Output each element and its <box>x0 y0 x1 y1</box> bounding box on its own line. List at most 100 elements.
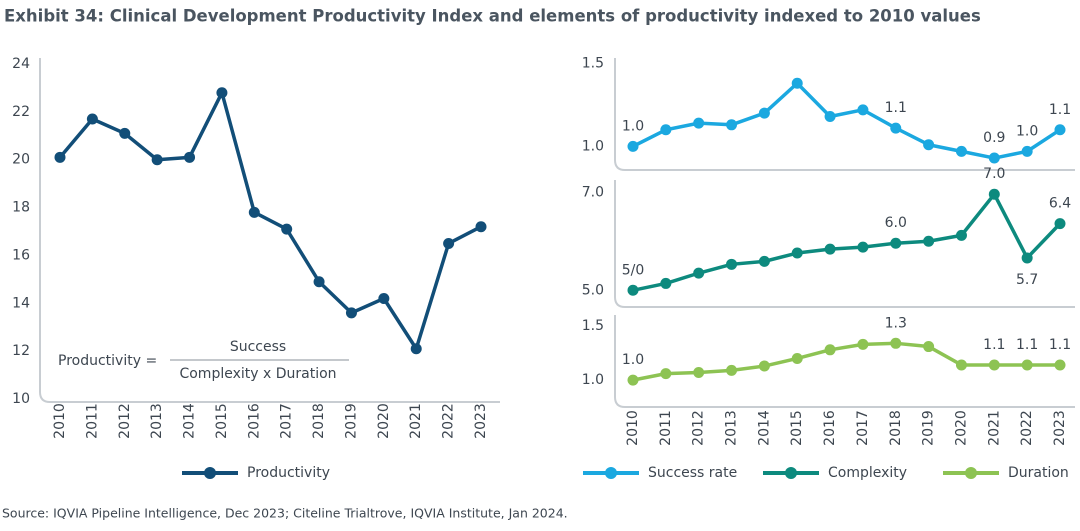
data-label: 7.0 <box>983 166 1005 182</box>
data-point <box>660 277 672 289</box>
data-label: 1.1 <box>1049 337 1071 353</box>
data-point <box>86 113 98 125</box>
x-tick-label: 2023 <box>473 403 489 439</box>
y-tick-label: 18 <box>12 200 30 216</box>
data-point <box>955 145 967 157</box>
x-tick-label: 2013 <box>724 410 740 446</box>
data-point <box>988 359 1000 371</box>
data-point <box>923 341 935 353</box>
x-tick-label: 2023 <box>1052 410 1068 446</box>
legend-marker <box>965 467 977 479</box>
y-tick-label: 5.0 <box>582 282 604 298</box>
data-label: 0.9 <box>983 130 1005 146</box>
x-tick-label: 2015 <box>789 410 805 446</box>
exhibit-title: Exhibit 34: Clinical Development Product… <box>4 7 981 26</box>
axis-frame <box>39 58 500 403</box>
data-point <box>955 359 967 371</box>
data-point <box>857 338 869 350</box>
data-label: 1.0 <box>622 118 644 134</box>
data-point <box>693 267 705 279</box>
data-point <box>627 374 639 386</box>
data-point <box>726 364 738 376</box>
data-point <box>1021 252 1033 264</box>
x-tick-label: 2016 <box>246 403 262 439</box>
data-point <box>475 221 487 233</box>
data-point <box>693 367 705 379</box>
data-label: 6.0 <box>885 215 907 231</box>
data-point <box>824 243 836 255</box>
y-tick-label: 20 <box>12 152 30 168</box>
legend-label: Duration <box>1008 465 1069 481</box>
data-label: 1.0 <box>622 352 644 368</box>
data-point <box>693 117 705 129</box>
formula-denominator: Complexity x Duration <box>179 366 336 382</box>
legend-marker <box>605 467 617 479</box>
axis-frame <box>614 58 1075 171</box>
x-tick-label: 2022 <box>441 403 457 439</box>
data-point <box>791 247 803 259</box>
y-tick-label: 14 <box>12 295 30 311</box>
data-point <box>1054 359 1066 371</box>
data-point <box>248 206 260 218</box>
data-point <box>791 77 803 89</box>
data-point <box>54 151 66 163</box>
data-point <box>1021 359 1033 371</box>
x-tick-label: 2022 <box>1019 410 1035 446</box>
y-tick-label: 24 <box>12 56 30 72</box>
data-point <box>857 241 869 253</box>
x-tick-label: 2020 <box>953 410 969 446</box>
data-point <box>758 255 770 267</box>
data-point <box>627 140 639 152</box>
data-point <box>345 307 357 319</box>
data-point <box>1054 218 1066 230</box>
x-tick-label: 2015 <box>214 403 230 439</box>
x-tick-label: 2014 <box>756 410 772 446</box>
legend-label: Productivity <box>247 465 330 481</box>
x-tick-label: 2017 <box>855 410 871 446</box>
x-tick-label: 2019 <box>343 403 359 439</box>
series-line <box>58 90 482 351</box>
x-tick-label: 2017 <box>279 403 295 439</box>
x-tick-label: 2018 <box>311 403 327 439</box>
data-point <box>955 229 967 241</box>
data-label: 1.0 <box>1016 123 1038 139</box>
x-tick-label: 2010 <box>625 410 641 446</box>
x-tick-label: 2016 <box>822 410 838 446</box>
data-point <box>443 237 455 249</box>
source-note: Source: IQVIA Pipeline Intelligence, Dec… <box>2 506 568 521</box>
x-tick-label: 2012 <box>117 403 133 439</box>
data-point <box>119 127 131 139</box>
data-label: 1.1 <box>885 100 907 116</box>
data-point <box>660 368 672 380</box>
data-label: 5/0 <box>622 262 645 278</box>
series-line <box>632 192 1062 293</box>
data-point <box>184 151 196 163</box>
x-tick-label: 2021 <box>986 410 1002 446</box>
x-tick-label: 2018 <box>888 410 904 446</box>
data-point <box>791 352 803 364</box>
data-label: 1.1 <box>1016 337 1038 353</box>
data-point <box>216 87 228 99</box>
data-label: 6.4 <box>1049 196 1071 212</box>
x-tick-label: 2011 <box>84 403 100 439</box>
data-point <box>857 104 869 116</box>
data-point <box>726 119 738 131</box>
data-point <box>988 152 1000 164</box>
data-point <box>890 237 902 249</box>
data-point <box>410 343 422 355</box>
data-point <box>824 110 836 122</box>
y-tick-label: 1.0 <box>582 138 604 154</box>
y-tick-label: 16 <box>12 247 30 263</box>
x-tick-label: 2014 <box>182 403 198 439</box>
data-point <box>151 154 163 166</box>
data-label: 1.1 <box>1049 102 1071 118</box>
data-point <box>758 360 770 372</box>
data-point <box>660 124 672 136</box>
x-tick-label: 2010 <box>52 403 68 439</box>
legend-marker <box>785 467 797 479</box>
data-label: 5.7 <box>1016 272 1038 288</box>
axis-frame <box>614 315 1075 408</box>
data-point <box>378 293 390 304</box>
x-tick-label: 2019 <box>921 410 937 446</box>
